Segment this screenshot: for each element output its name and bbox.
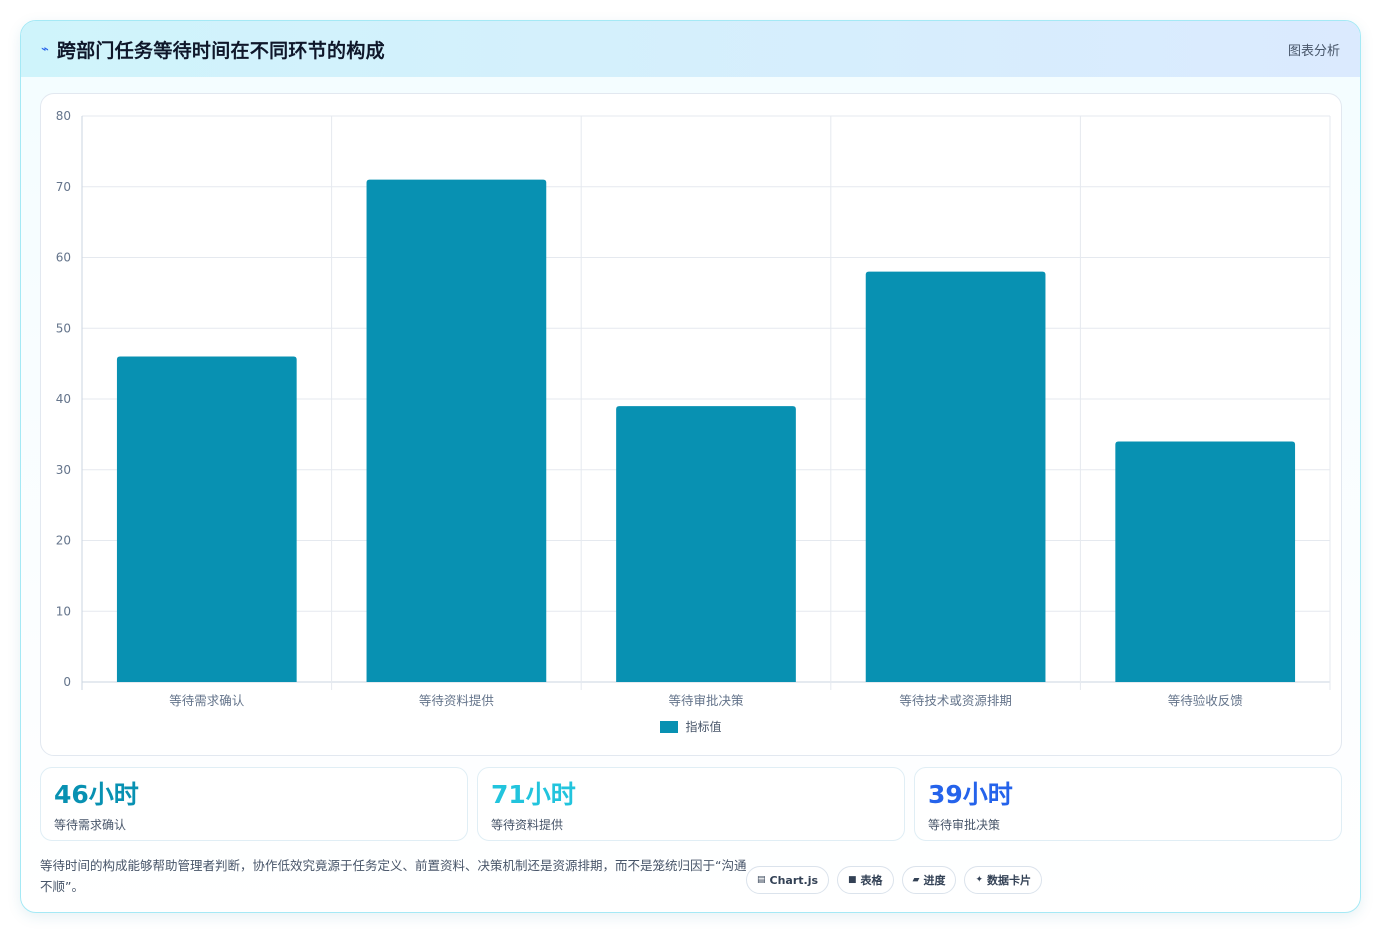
bar [1115,441,1296,682]
stat-card: 71小时 等待资料提供 [477,767,905,841]
chart-panel: 0 10 20 30 40 50 60 70 80 等待需求确认 等待资料提供 等待审批决策 等待技术或… [40,93,1342,756]
chart-card: ⌁ 跨部门任务等待时间在不同环节的构成 图表分析 0 10 20 30 40 50 60 70… [20,20,1361,913]
card-header: ⌁ 跨部门任务等待时间在不同环节的构成 图表分析 [21,21,1360,77]
chip-data-card[interactable]: ✦ 数据卡片 [964,866,1042,894]
stat-card: 46小时 等待需求确认 [40,767,468,841]
y-tick-label: 20 [56,534,71,548]
y-tick-label: 40 [56,392,71,406]
x-tick-label: 等待审批决策 [668,693,744,708]
stat-label: 等待资料提供 [491,818,564,832]
stat-label: 等待审批决策 [928,818,1001,832]
stat-label: 等待需求确认 [54,818,127,832]
sparkle-icon: ✦ [975,875,983,885]
title-group: ⌁ 跨部门任务等待时间在不同环节的构成 [41,36,385,63]
bar-chart: 0 10 20 30 40 50 60 70 80 等待需求确认 等待资料提供 等待审批决策 等待技术或… [56,109,1331,708]
chip-chartjs[interactable]: ▤ Chart.js [745,866,830,894]
stat-card: 39小时 等待审批决策 [914,767,1342,841]
stat-cards: 46小时 等待需求确认 71小时 等待资料提供 39小时 等待审批决策 [40,767,1342,841]
chart-title: 跨部门任务等待时间在不同环节的构成 [56,39,385,62]
chip-label: Chart.js [769,873,819,887]
y-tick-label: 50 [56,321,71,335]
footer-note: 等待时间的构成能够帮助管理者判断，协作低效究竟源于任务定义、前置资料、决策机制还… [40,858,747,894]
y-tick-label: 0 [63,675,71,689]
chip-label: 进度 [923,874,946,887]
stat-value: 71小时 [491,780,576,809]
stat-value: 39小时 [928,780,1013,809]
x-tick-label: 等待资料提供 [419,693,494,708]
chip-label: 数据卡片 [987,874,1031,887]
progress-icon: ▰ [912,875,920,885]
tag-chips: ▤ Chart.js ■ 表格 ▰ 进度 ✦ 数据卡片 [745,866,1042,894]
table-icon: ■ [848,875,857,885]
chart-spark-icon: ⌁ [41,41,49,57]
y-tick-label: 60 [56,251,71,265]
legend-swatch [660,720,679,733]
chip-label: 表格 [860,874,883,887]
legend-label: 指标值 [685,720,722,734]
y-tick-label: 70 [56,180,71,194]
chip-progress[interactable]: ▰ 进度 [901,866,957,894]
x-tick-label: 等待技术或资源排期 [899,693,1012,708]
bar [616,406,796,682]
chart-icon: ▤ [756,875,766,885]
x-tick-label: 等待需求确认 [169,693,245,708]
bar [865,271,1046,682]
y-tick-label: 10 [56,604,71,618]
chip-table[interactable]: ■ 表格 [837,866,894,894]
stat-value: 46小时 [54,780,139,809]
x-tick-label: 等待验收反馈 [1168,693,1243,708]
chart-legend[interactable]: 指标值 [41,718,1341,735]
y-tick-label: 30 [56,463,71,477]
y-tick-label: 80 [56,109,71,123]
header-tag: 图表分析 [1287,43,1340,59]
bar [366,179,547,683]
bar [116,356,297,682]
